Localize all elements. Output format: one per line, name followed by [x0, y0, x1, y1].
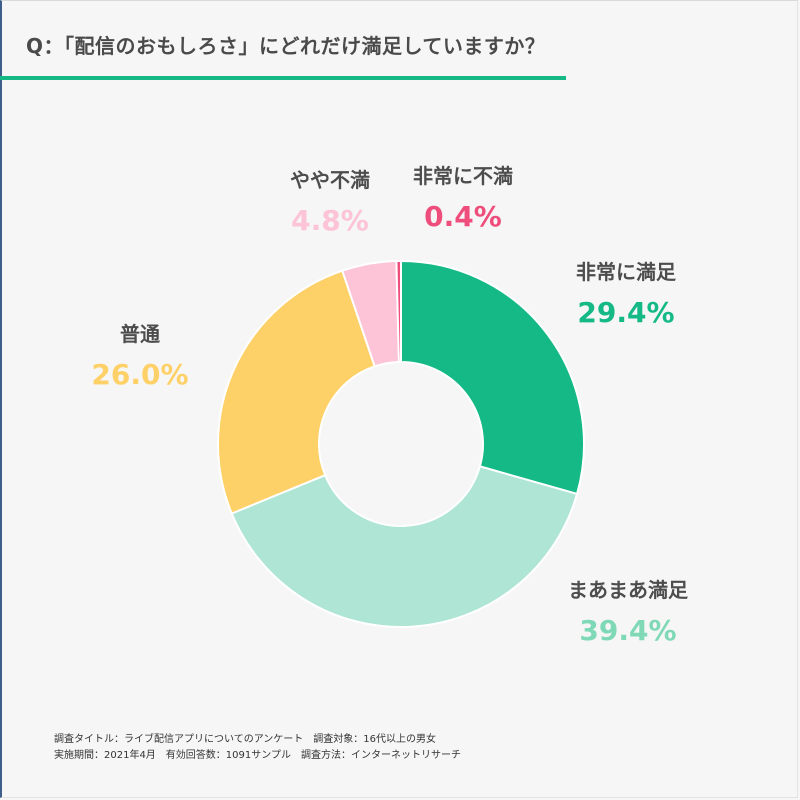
slice-5 — [395, 259, 402, 364]
slice-3 — [217, 269, 376, 515]
slice-label-4: やや不満 — [290, 168, 370, 192]
slice-label-5: 非常に不満 — [413, 164, 513, 188]
slice-value-3: 26.0% — [91, 358, 189, 391]
slice-1 — [400, 259, 585, 496]
slice-label-3: 普通 — [120, 322, 160, 346]
chart-title: Q：「配信のおもしろさ」にどれだけ満足していますか？ — [26, 34, 546, 58]
footnote-survey-info: 調査タイトル：ライブ配信アプリについてのアンケート 調査対象：16代以上の男女 — [54, 734, 437, 745]
slice-value-4: 4.8% — [291, 204, 369, 237]
slice-2 — [230, 465, 579, 628]
slice-label-1: 非常に満足 — [576, 260, 676, 284]
title-underline — [0, 76, 566, 80]
slice-value-1: 29.4% — [577, 296, 675, 329]
slice-value-5: 0.4% — [424, 200, 502, 233]
footnote-survey-details: 実施期間：2021年4月 有効回答数：1091サンプル 調査方法：インターネット… — [54, 750, 461, 761]
slice-label-2: まあまあ満足 — [568, 578, 688, 602]
slice-value-2: 39.4% — [579, 614, 677, 647]
